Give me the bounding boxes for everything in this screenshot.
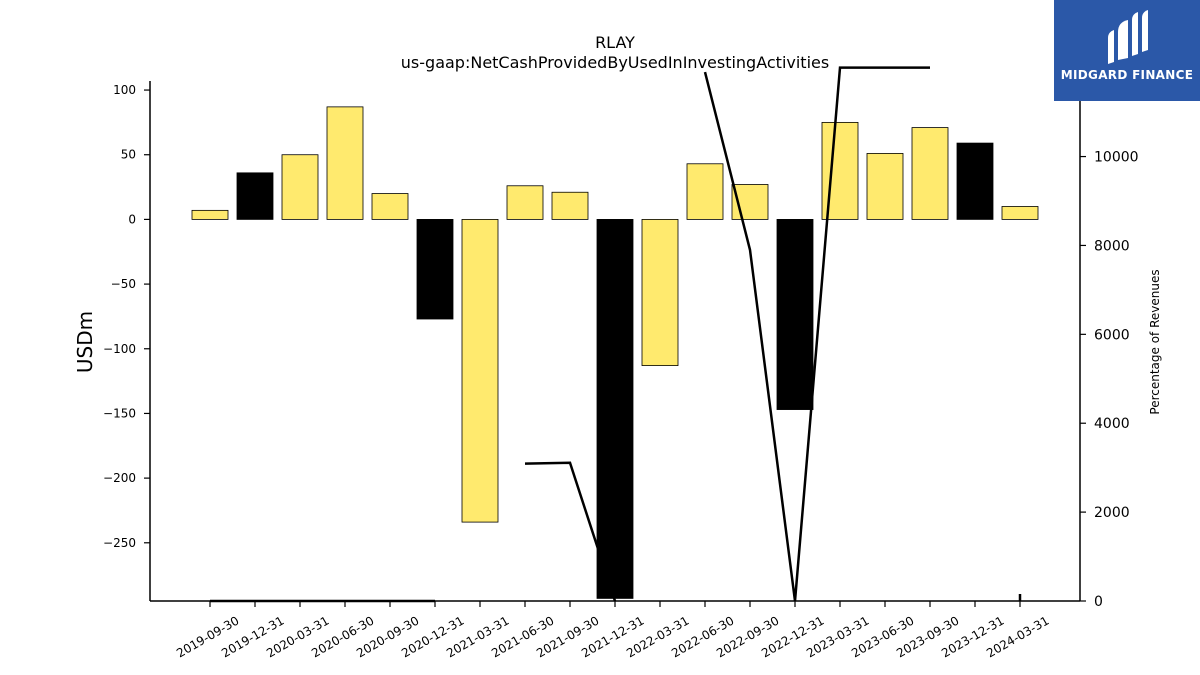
bar-2019-09-30 [191,209,229,220]
y2-tick-label: 6000 [1094,327,1130,343]
y2-tick-label: 0 [1094,594,1103,610]
bar-2020-03-31 [281,154,319,220]
bar-2023-06-30 [866,153,904,220]
logo-mark-icon [1108,10,1148,64]
bar-2020-09-30 [371,193,409,220]
y-tick-label: −100 [103,342,136,356]
logo-text: MIDGARD FINANCE [1060,68,1194,82]
bar-2020-06-30 [326,106,364,220]
chart-title: RLAY [595,33,635,52]
y-tick-label: 100 [113,83,136,97]
y-tick-label: −150 [103,406,136,420]
line-segment-1 [524,461,617,602]
y2-tick-label: 4000 [1094,416,1130,432]
bar-2021-12-31 [596,219,634,599]
bar-2021-09-30 [551,191,589,220]
y2-axis-label: Percentage of Revenues [1148,269,1162,414]
brand-logo: MIDGARD FINANCE [1054,0,1200,101]
y-tick-label: −250 [103,536,136,550]
y-tick-label: 50 [121,148,136,162]
y2-tick-label: 2000 [1094,505,1130,521]
y2-tick-label: 8000 [1094,238,1130,254]
line-segment-2 [703,66,930,602]
y-tick-label: −200 [103,471,136,485]
y-tick-label: −50 [111,277,136,291]
bar-2022-03-31 [641,219,679,366]
bar-2023-12-31 [956,142,994,220]
y2-tick-label: 10000 [1094,150,1139,166]
bar-2022-12-31 [776,219,814,410]
bar-2021-06-30 [506,185,544,220]
axes-group: 100 50 0 −50 −100 −150 −200 −250 0 2000 4000 6000 80… [103,81,1139,660]
bar-2023-09-30 [911,127,949,220]
bars-group [191,106,1039,599]
y-axis-label: USDm [73,311,97,373]
bar-2020-12-31 [416,219,454,320]
bar-2021-03-31 [461,219,499,523]
bar-2022-06-30 [686,163,724,220]
bar-2019-12-31 [236,172,274,220]
bar-2024-03-31 [1001,206,1039,220]
chart-subtitle: us-gaap:NetCashProvidedByUsedInInvesting… [401,53,829,72]
y-tick-label: 0 [128,212,136,226]
